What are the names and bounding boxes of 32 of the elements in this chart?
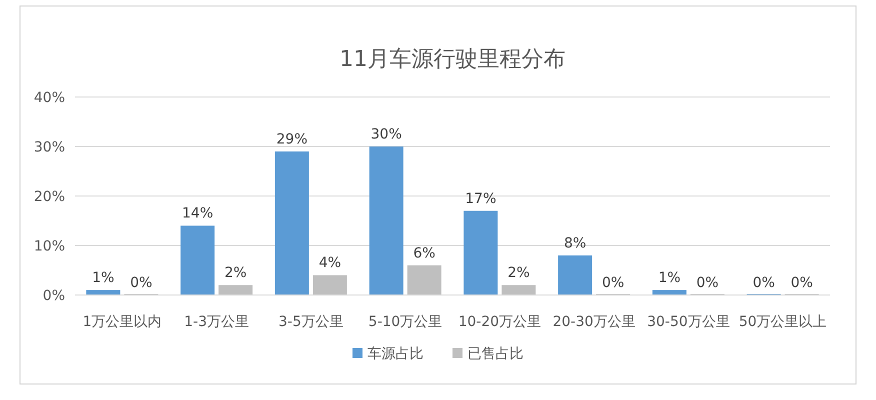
x-tick-label: 20-30万公里 bbox=[552, 314, 636, 330]
data-label: 1% bbox=[658, 270, 681, 286]
data-label: 8% bbox=[564, 235, 586, 252]
data-label: 0% bbox=[696, 275, 719, 291]
data-label: 29% bbox=[276, 131, 308, 148]
x-tick-label: 10-20万公里 bbox=[458, 314, 542, 330]
data-label: 1% bbox=[92, 270, 114, 286]
data-label: 2% bbox=[508, 265, 530, 282]
data-label: 2% bbox=[224, 265, 247, 282]
x-tick-label: 1万公里以内 bbox=[82, 314, 162, 330]
data-label: 4% bbox=[318, 255, 342, 272]
y-tick-label: 30% bbox=[34, 140, 65, 156]
y-tick-label: 10% bbox=[34, 238, 65, 254]
data-label: 30% bbox=[370, 126, 402, 142]
x-tick-label: 3-5万公里 bbox=[278, 314, 344, 330]
data-label: 17% bbox=[465, 190, 496, 207]
data-label: 0% bbox=[790, 275, 813, 291]
data-label: 0% bbox=[602, 275, 624, 291]
x-tick-label: 30-50万公里 bbox=[647, 314, 730, 330]
y-tick-label: 20% bbox=[34, 189, 65, 205]
data-label: 14% bbox=[182, 206, 214, 222]
legend-label: 已售占比 bbox=[468, 346, 524, 362]
y-tick-label: 0% bbox=[42, 288, 65, 304]
legend-label: 车源占比 bbox=[368, 346, 424, 362]
data-label: 0% bbox=[130, 275, 152, 291]
data-label: 0% bbox=[752, 275, 775, 291]
data-label: 6% bbox=[413, 245, 436, 262]
x-tick-label: 5-10万公里 bbox=[368, 314, 442, 330]
y-tick-label: 40% bbox=[34, 90, 65, 106]
x-tick-label: 50万公里以上 bbox=[738, 314, 827, 330]
x-tick-label: 1-3万公里 bbox=[184, 314, 249, 330]
chart-title: 11月车源行驶里程分布 bbox=[340, 47, 566, 72]
